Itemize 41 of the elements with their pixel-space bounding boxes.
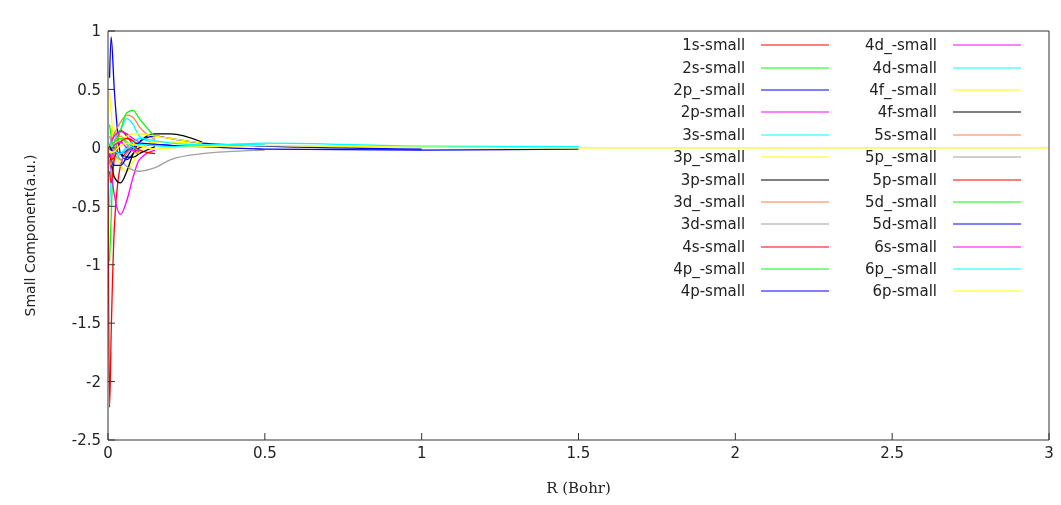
legend-label: 2p_-small [673, 80, 746, 99]
x-tick-label: 1 [416, 443, 427, 462]
legend-label: 5p-small [872, 170, 937, 189]
legend-label: 4f-small [877, 103, 937, 122]
x-tick-label: 0.5 [252, 443, 277, 462]
legend-label: 3s-small [682, 125, 746, 144]
legend-label: 5p_-small [865, 148, 937, 167]
x-tick-label: 3 [1044, 443, 1054, 462]
legend-label: 2s-small [682, 58, 746, 77]
legend-label: 6p_-small [865, 260, 937, 279]
legend-label: 4d-small [872, 58, 937, 77]
legend-label: 4p_-small [673, 260, 746, 279]
legend-label: 5d-small [872, 215, 937, 234]
legend-label: 2p-small [680, 103, 746, 122]
y-tick-label: 1 [91, 22, 101, 41]
y-tick-label: -1.5 [71, 314, 101, 333]
legend-label: 3p-small [680, 170, 746, 189]
legend-label: 4p-small [680, 282, 746, 301]
legend-label: 4f_-small [869, 80, 937, 99]
legend-label: 3d_-small [673, 192, 746, 211]
y-tick-label: -2.5 [71, 431, 101, 450]
y-tick-label: -1 [86, 256, 101, 275]
legend-label: 6s-small [874, 237, 937, 256]
x-tick-label: 2 [730, 443, 741, 462]
x-axis-title: R (Bohr) [546, 479, 611, 497]
legend-label: 4d_-small [865, 36, 937, 55]
x-tick-label: 2.5 [880, 443, 905, 462]
x-tick-label: 1.5 [566, 443, 591, 462]
y-tick-label: -2 [86, 372, 101, 391]
legend-label: 6p-small [872, 282, 937, 301]
legend-label: 5s-small [874, 125, 937, 144]
y-axis-title: Small Component(a.u.) [21, 154, 38, 317]
y-tick-label: 0 [91, 139, 101, 158]
legend-label: 3d-small [680, 215, 746, 234]
y-tick-label: -0.5 [71, 197, 101, 216]
legend-label: 5d_-small [865, 192, 937, 211]
legend-label: 3p_-small [673, 148, 746, 167]
legend-label: 4s-small [682, 237, 746, 256]
x-tick-label: 0 [103, 443, 113, 462]
y-tick-label: 0.5 [77, 80, 101, 99]
legend-label: 1s-small [682, 36, 746, 55]
